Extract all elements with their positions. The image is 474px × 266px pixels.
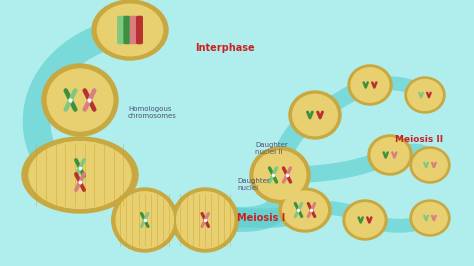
Ellipse shape [116,192,173,248]
Ellipse shape [413,149,447,180]
Ellipse shape [408,80,442,110]
FancyBboxPatch shape [137,16,142,44]
Ellipse shape [348,65,392,105]
Text: Meiosis II: Meiosis II [395,135,443,144]
Ellipse shape [22,137,138,213]
Ellipse shape [405,77,445,113]
FancyBboxPatch shape [124,16,130,44]
Ellipse shape [283,191,328,229]
Ellipse shape [368,135,412,175]
Ellipse shape [371,138,409,172]
Text: Daughter
nuclei II: Daughter nuclei II [255,142,288,155]
Ellipse shape [413,202,447,234]
Ellipse shape [42,64,118,136]
Ellipse shape [250,147,310,203]
Ellipse shape [410,200,450,236]
Ellipse shape [254,151,306,199]
Text: Homologous
chromosomes: Homologous chromosomes [128,106,177,118]
Ellipse shape [172,188,238,252]
Ellipse shape [97,4,163,56]
Ellipse shape [292,94,337,136]
Ellipse shape [279,188,331,232]
Ellipse shape [351,68,389,102]
Ellipse shape [410,147,450,183]
Ellipse shape [346,203,384,237]
Ellipse shape [177,192,234,248]
FancyBboxPatch shape [130,16,136,44]
Ellipse shape [47,69,113,131]
Text: Daughter
nuclei: Daughter nuclei [237,178,270,192]
Ellipse shape [112,188,178,252]
Ellipse shape [289,91,341,139]
Ellipse shape [29,142,131,209]
Text: Interphase: Interphase [195,43,255,53]
Ellipse shape [343,200,387,240]
Ellipse shape [92,0,168,60]
Text: Meiosis I: Meiosis I [237,213,285,223]
FancyBboxPatch shape [118,16,123,44]
